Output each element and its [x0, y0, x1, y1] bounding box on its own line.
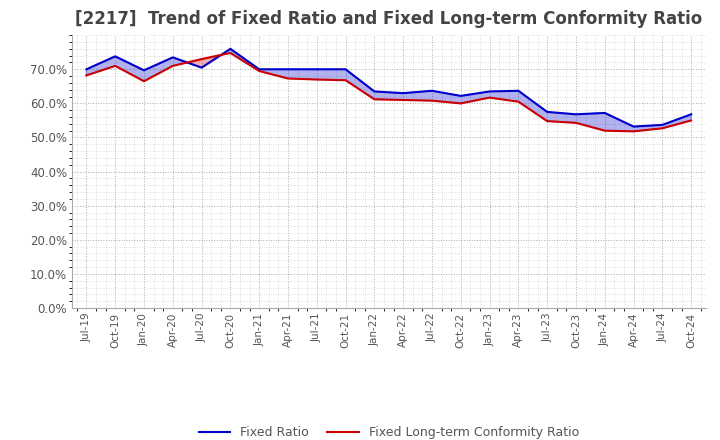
Fixed Long-term Conformity Ratio [226, 50, 235, 55]
Fixed Ratio [572, 112, 580, 117]
Fixed Long-term Conformity Ratio [140, 79, 148, 84]
Fixed Ratio [485, 89, 494, 94]
Fixed Long-term Conformity Ratio [168, 63, 177, 69]
Fixed Ratio [543, 109, 552, 114]
Fixed Long-term Conformity Ratio [111, 63, 120, 69]
Fixed Ratio [514, 88, 523, 93]
Fixed Long-term Conformity Ratio [658, 126, 667, 131]
Fixed Ratio [428, 88, 436, 93]
Fixed Long-term Conformity Ratio [543, 118, 552, 124]
Fixed Ratio [226, 46, 235, 51]
Fixed Long-term Conformity Ratio [341, 77, 350, 83]
Line: Fixed Long-term Conformity Ratio: Fixed Long-term Conformity Ratio [86, 53, 691, 132]
Fixed Long-term Conformity Ratio [514, 99, 523, 104]
Fixed Ratio [399, 91, 408, 96]
Fixed Ratio [341, 66, 350, 72]
Fixed Long-term Conformity Ratio [312, 77, 321, 82]
Fixed Ratio [629, 124, 638, 129]
Fixed Long-term Conformity Ratio [197, 56, 206, 62]
Fixed Long-term Conformity Ratio [600, 128, 609, 133]
Fixed Ratio [687, 112, 696, 117]
Fixed Ratio [658, 122, 667, 128]
Fixed Long-term Conformity Ratio [572, 120, 580, 125]
Fixed Long-term Conformity Ratio [255, 68, 264, 73]
Fixed Ratio [600, 110, 609, 116]
Fixed Long-term Conformity Ratio [485, 95, 494, 100]
Fixed Ratio [456, 93, 465, 99]
Fixed Ratio [111, 54, 120, 59]
Fixed Ratio [255, 66, 264, 72]
Fixed Long-term Conformity Ratio [399, 97, 408, 103]
Fixed Long-term Conformity Ratio [456, 101, 465, 106]
Fixed Ratio [284, 66, 292, 72]
Title: [2217]  Trend of Fixed Ratio and Fixed Long-term Conformity Ratio: [2217] Trend of Fixed Ratio and Fixed Lo… [75, 10, 703, 28]
Fixed Ratio [197, 65, 206, 70]
Fixed Long-term Conformity Ratio [82, 73, 91, 78]
Fixed Ratio [140, 68, 148, 73]
Fixed Long-term Conformity Ratio [629, 129, 638, 134]
Fixed Long-term Conformity Ratio [687, 118, 696, 123]
Fixed Ratio [168, 55, 177, 60]
Legend: Fixed Ratio, Fixed Long-term Conformity Ratio: Fixed Ratio, Fixed Long-term Conformity … [194, 421, 584, 440]
Fixed Ratio [370, 89, 379, 94]
Fixed Ratio [312, 66, 321, 72]
Line: Fixed Ratio: Fixed Ratio [86, 49, 691, 127]
Fixed Ratio [82, 66, 91, 72]
Fixed Long-term Conformity Ratio [370, 97, 379, 102]
Fixed Long-term Conformity Ratio [428, 98, 436, 103]
Fixed Long-term Conformity Ratio [284, 76, 292, 81]
